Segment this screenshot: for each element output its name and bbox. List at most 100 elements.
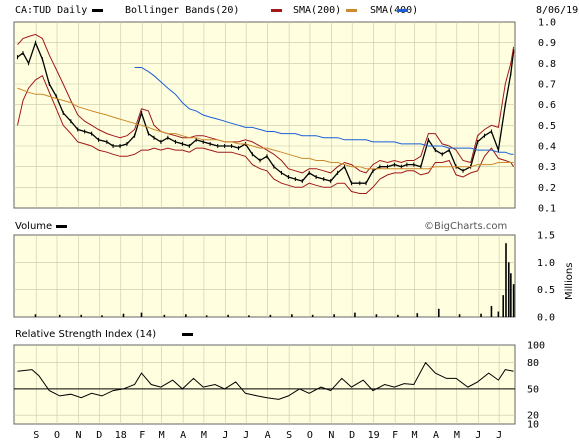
price-y-axis: 1.0 0.9 0.8 0.7 0.6 0.5 0.4 0.3 0.2 0.1 <box>538 18 556 215</box>
price-tick-label: 0.7 <box>538 80 556 91</box>
volume-bar <box>185 314 187 317</box>
price-tick-label: 0.3 <box>538 162 556 173</box>
price-tick-label: 0.2 <box>538 183 556 194</box>
volume-bar <box>333 314 335 317</box>
symbol-label: CA:TUD Daily <box>15 5 87 16</box>
rsi-tick-label: 50 <box>527 384 539 395</box>
volume-bar <box>101 315 103 317</box>
volume-axis-label: Millions <box>564 263 575 300</box>
volume-bar <box>205 315 208 317</box>
volume-bar <box>497 311 500 317</box>
volume-tick-label: 1.5 <box>537 231 555 242</box>
chart-date: 8/06/19 <box>536 5 578 16</box>
x-tick-label: J <box>243 430 249 441</box>
price-series-group <box>16 33 515 194</box>
volume-plot-area <box>13 234 516 318</box>
volume-title: Volume <box>15 221 52 232</box>
rsi-plot-area <box>13 344 516 425</box>
volume-bar <box>269 314 272 317</box>
price-tick-label: 0.4 <box>538 142 556 153</box>
price-series-line-4 <box>134 67 514 155</box>
legend-sma400-label: SMA(400) <box>370 5 418 16</box>
volume-legend-swatch <box>56 225 67 228</box>
volume-bar <box>311 314 314 317</box>
price-gridlines <box>14 22 515 208</box>
volume-bar <box>140 312 143 317</box>
volume-bar <box>416 313 419 317</box>
price-series-line-3 <box>17 87 514 170</box>
x-tick-label: 18 <box>115 430 127 441</box>
price-tick-label: 0.5 <box>538 121 556 132</box>
legend-bollinger-label: Bollinger Bands(20) <box>125 5 239 16</box>
volume-bar <box>505 243 507 317</box>
volume-bar <box>291 314 293 317</box>
price-plot-area <box>13 21 516 209</box>
legend-sma200-swatch <box>346 9 357 12</box>
chart-header: CA:TUD Daily Bollinger Bands(20) SMA(200… <box>15 5 578 16</box>
rsi-tick-label: 100 <box>527 341 545 352</box>
price-tick-label: 0.1 <box>538 204 556 215</box>
legend-bollinger-swatch <box>271 9 282 12</box>
x-tick-label: O <box>54 430 60 441</box>
rsi-tick-label: 80 <box>527 358 539 369</box>
volume-bar <box>458 314 461 317</box>
x-tick-label: O <box>307 430 313 441</box>
volume-bar <box>512 284 515 317</box>
x-tick-label: J <box>496 430 502 441</box>
rsi-line <box>17 361 514 400</box>
x-tick-label: M <box>201 430 207 441</box>
volume-bar <box>375 314 378 317</box>
x-tick-label: M <box>454 430 460 441</box>
x-tick-label: S <box>286 430 292 441</box>
x-tick-label: J <box>222 430 228 441</box>
volume-bar <box>58 314 61 317</box>
rsi-series-group <box>17 361 514 400</box>
x-tick-label: A <box>265 430 271 441</box>
x-tick-label: A <box>180 430 186 441</box>
volume-bar <box>510 273 512 317</box>
volume-tick-label: 1.0 <box>537 258 555 269</box>
x-tick-label: S <box>33 430 39 441</box>
price-tick-label: 0.6 <box>538 100 556 111</box>
volume-bar <box>502 295 505 317</box>
x-tick-label: D <box>96 430 102 441</box>
volume-panel: Volume ©BigCharts.com 1.5 1.0 0.5 0.0 Milli… <box>13 221 575 324</box>
x-tick-label: A <box>433 430 439 441</box>
x-tick-label: F <box>392 430 398 441</box>
x-tick-label: N <box>328 430 334 441</box>
volume-bar <box>227 314 229 317</box>
price-legend-swatch <box>92 9 103 12</box>
volume-tick-label: 0.0 <box>537 313 555 324</box>
volume-bar <box>507 262 510 317</box>
rsi-gridlines <box>14 345 515 424</box>
x-tick-label: D <box>349 430 355 441</box>
volume-bar <box>80 314 83 317</box>
volume-bar <box>437 308 440 317</box>
price-series-line-2 <box>17 74 515 194</box>
x-tick-label: F <box>139 430 145 441</box>
volume-bar <box>490 306 493 317</box>
x-tick-label: 19 <box>368 430 380 441</box>
price-tick-label: 1.0 <box>538 18 556 29</box>
price-tick-label: 0.9 <box>538 38 556 49</box>
rsi-title: Relative Strength Index (14) <box>15 329 156 340</box>
rsi-legend-swatch <box>182 333 193 336</box>
volume-bar <box>397 314 399 317</box>
x-tick-label: M <box>159 430 165 441</box>
watermark: ©BigCharts.com <box>424 221 507 232</box>
rsi-tick-label: 20 <box>527 411 539 422</box>
x-tick-label: J <box>475 430 481 441</box>
price-panel: 1.0 0.9 0.8 0.7 0.6 0.5 0.4 0.3 0.2 0.1 <box>13 18 556 215</box>
volume-gridlines <box>14 235 515 317</box>
x-axis-labels: S O N D 18 F M A M J J A S O N D 19 F M A M J J <box>33 430 502 441</box>
legend-sma200-label: SMA(200) <box>293 5 341 16</box>
volume-bar <box>122 313 125 317</box>
volume-bar <box>248 315 250 317</box>
volume-bar <box>480 313 482 317</box>
price-series-line-1 <box>17 33 515 174</box>
x-tick-label: N <box>75 430 81 441</box>
volume-bar <box>354 312 356 317</box>
